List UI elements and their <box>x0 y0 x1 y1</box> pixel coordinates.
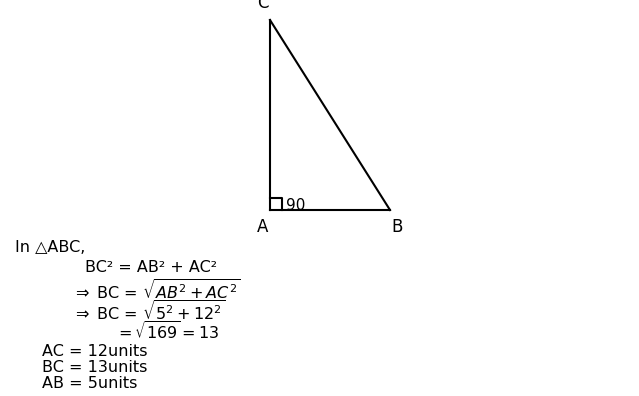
Text: B: B <box>391 218 403 236</box>
Text: BC² = AB² + AC²: BC² = AB² + AC² <box>85 261 217 276</box>
Text: BC = 13units: BC = 13units <box>42 360 148 375</box>
Text: 90: 90 <box>286 198 305 213</box>
Text: A: A <box>258 218 268 236</box>
Text: $\Rightarrow$ BC = $\sqrt{5^2 + 12^2}$: $\Rightarrow$ BC = $\sqrt{5^2 + 12^2}$ <box>72 299 225 323</box>
Text: AB = 5units: AB = 5units <box>42 377 137 392</box>
Text: C: C <box>258 0 269 12</box>
Text: AC = 12units: AC = 12units <box>42 345 148 360</box>
Text: In △ABC,: In △ABC, <box>15 240 86 255</box>
Text: $= \sqrt{169} = 13$: $= \sqrt{169} = 13$ <box>115 321 219 343</box>
Text: $\Rightarrow$ BC = $\sqrt{AB^2 + AC^2}$: $\Rightarrow$ BC = $\sqrt{AB^2 + AC^2}$ <box>72 278 241 302</box>
